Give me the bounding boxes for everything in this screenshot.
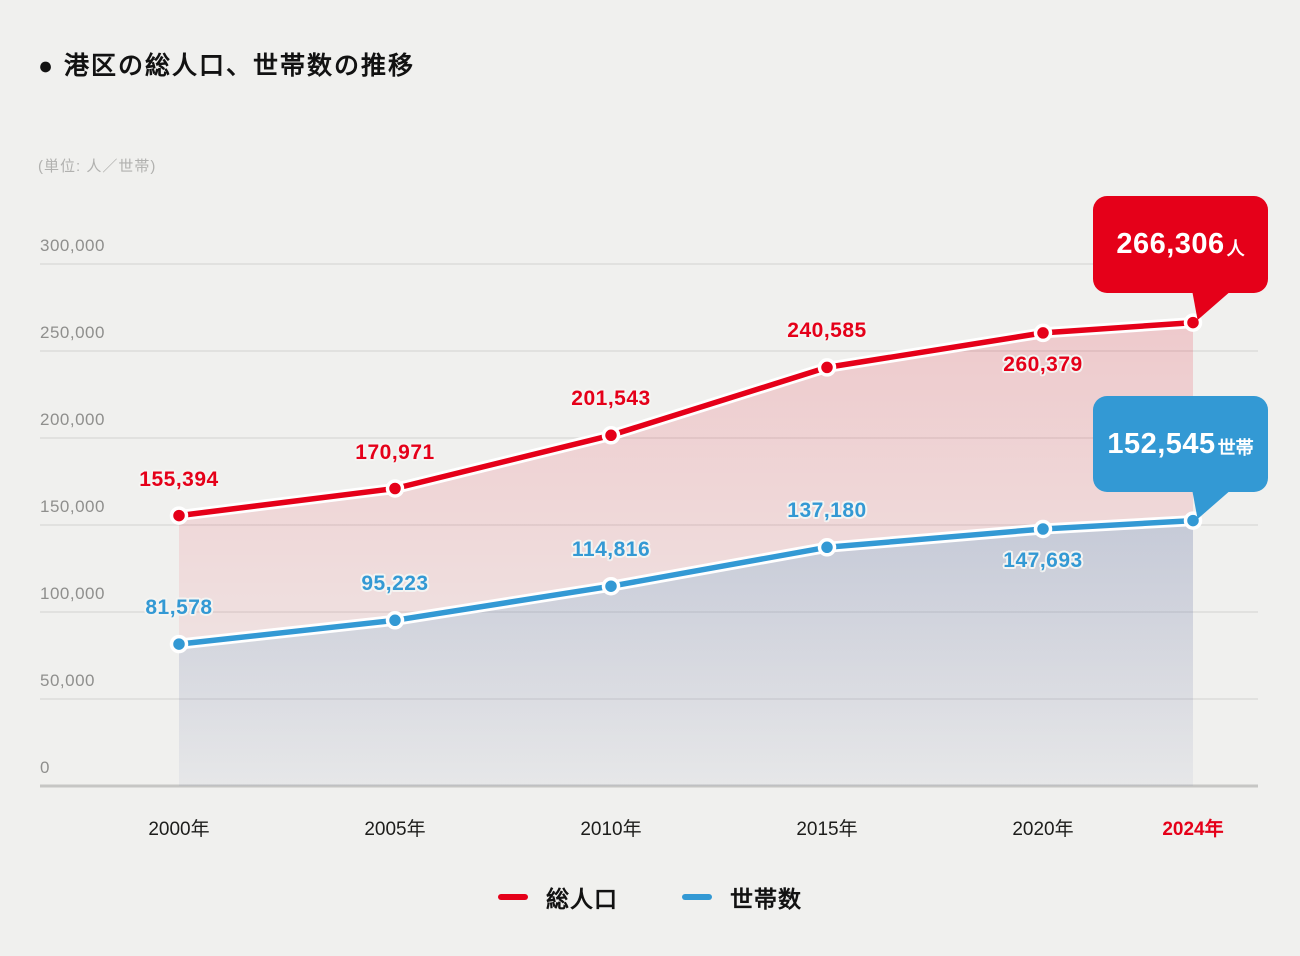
callout-population-suffix: 人 <box>1226 238 1245 259</box>
y-tick-label: 100,000 <box>40 584 105 603</box>
y-tick-label: 50,000 <box>40 671 95 690</box>
series-line <box>176 517 1196 647</box>
y-tick-label: 0 <box>40 758 50 777</box>
y-tick-label: 300,000 <box>40 236 105 255</box>
data-point <box>1033 323 1053 343</box>
x-tick-label: 2024年 <box>1162 819 1224 840</box>
data-point <box>1183 313 1203 332</box>
callout-population-value: 266,306 <box>1116 228 1225 260</box>
data-point <box>385 611 405 630</box>
callout-households: 152,545 世帯 <box>1093 396 1268 492</box>
data-label: 201,543 <box>571 387 651 411</box>
y-tick-label: 250,000 <box>40 323 105 342</box>
legend: 総人口 世帯数 <box>0 880 1300 914</box>
y-tick-label: 150,000 <box>40 497 105 516</box>
legend-label-population: 総人口 <box>546 886 618 912</box>
series-line <box>176 319 1196 519</box>
unit-label: (単位: 人／世帯) <box>38 158 157 175</box>
legend-item-households: 世帯数 <box>682 880 802 914</box>
data-point <box>817 538 837 557</box>
legend-swatch-households-icon <box>682 894 712 900</box>
x-tick-label: 2005年 <box>364 819 426 840</box>
data-label: 114,816 <box>571 538 651 562</box>
callout-households-suffix: 世帯 <box>1217 438 1254 458</box>
data-label: 147,693 <box>1003 549 1083 572</box>
data-point <box>169 506 189 525</box>
data-label: 137,180 <box>787 499 867 523</box>
legend-swatch-population-icon <box>498 894 528 900</box>
data-label: 155,394 <box>139 467 219 491</box>
page-title: ● 港区の総人口、世帯数の推移 <box>38 52 416 80</box>
data-point <box>385 479 405 498</box>
legend-item-population: 総人口 <box>498 880 618 914</box>
data-label: 81,578 <box>145 596 213 620</box>
data-point <box>817 358 837 377</box>
data-label: 260,379 <box>1003 352 1083 376</box>
data-label: 95,223 <box>361 572 429 596</box>
data-point <box>1183 511 1203 530</box>
x-tick-label: 2000年 <box>148 819 210 840</box>
x-tick-label: 2010年 <box>580 819 642 840</box>
data-point <box>601 426 621 445</box>
y-tick-label: 200,000 <box>40 410 105 429</box>
data-label: 240,585 <box>787 319 867 343</box>
callout-households-value: 152,545 <box>1107 427 1216 460</box>
x-tick-label: 2015年 <box>796 819 858 840</box>
callout-population: 266,306 人 <box>1093 196 1268 293</box>
x-tick-label: 2020年 <box>1012 819 1074 840</box>
data-point <box>601 576 621 596</box>
area-fill <box>179 520 1193 786</box>
data-point <box>1033 519 1053 539</box>
data-label: 170,971 <box>355 440 435 464</box>
data-point <box>169 634 189 654</box>
legend-label-households: 世帯数 <box>730 886 802 912</box>
